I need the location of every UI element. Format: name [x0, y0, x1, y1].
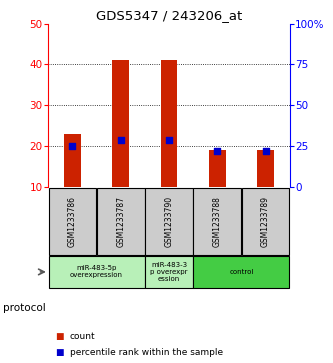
- Bar: [64, 134, 81, 187]
- Bar: [257, 150, 274, 187]
- FancyBboxPatch shape: [145, 256, 193, 288]
- FancyBboxPatch shape: [193, 188, 241, 254]
- Point: [70, 143, 75, 149]
- FancyBboxPatch shape: [145, 188, 193, 254]
- Bar: [112, 60, 129, 187]
- FancyBboxPatch shape: [242, 188, 289, 254]
- Text: GSM1233790: GSM1233790: [165, 196, 173, 247]
- Text: GSM1233789: GSM1233789: [261, 196, 270, 246]
- Text: miR-483-3
p overexpr
ession: miR-483-3 p overexpr ession: [150, 262, 188, 282]
- FancyBboxPatch shape: [97, 188, 145, 254]
- Text: ■: ■: [55, 333, 64, 341]
- Text: ■: ■: [55, 348, 64, 356]
- FancyBboxPatch shape: [193, 256, 289, 288]
- Text: GSM1233787: GSM1233787: [116, 196, 125, 246]
- Bar: [161, 60, 177, 187]
- Text: percentile rank within the sample: percentile rank within the sample: [70, 348, 223, 356]
- FancyBboxPatch shape: [49, 256, 145, 288]
- Point: [166, 137, 172, 143]
- Bar: [209, 150, 226, 187]
- Text: count: count: [70, 333, 96, 341]
- FancyBboxPatch shape: [49, 188, 96, 254]
- Text: protocol: protocol: [3, 303, 46, 313]
- Point: [214, 148, 220, 154]
- Point: [118, 137, 123, 143]
- Text: control: control: [229, 269, 254, 275]
- Point: [263, 148, 268, 154]
- Text: miR-483-5p
overexpression: miR-483-5p overexpression: [70, 265, 123, 278]
- Title: GDS5347 / 243206_at: GDS5347 / 243206_at: [96, 9, 242, 23]
- Text: GSM1233788: GSM1233788: [213, 196, 222, 246]
- Text: GSM1233786: GSM1233786: [68, 196, 77, 246]
